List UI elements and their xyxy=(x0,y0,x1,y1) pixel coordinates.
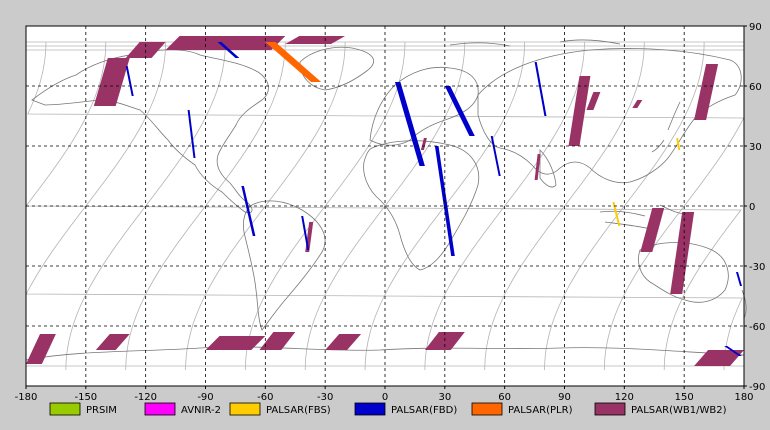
lat-tick-label: 60 xyxy=(749,82,762,93)
wb-swath xyxy=(632,100,643,108)
gridlines xyxy=(26,26,744,386)
fbd-strip xyxy=(534,62,547,116)
lon-tick-label: -90 xyxy=(197,392,213,403)
fbd-strip xyxy=(736,272,742,286)
wb-swath xyxy=(205,336,266,350)
fbs-strip xyxy=(612,202,621,226)
fbd-strip xyxy=(724,346,742,356)
lon-tick-label: -150 xyxy=(74,392,97,403)
latitude-ticks: 90 60 30 0 -30 -60 -90 xyxy=(744,22,765,393)
lat-tick-label: -60 xyxy=(749,322,765,333)
wb-swath xyxy=(568,76,591,146)
lon-tick-label: -180 xyxy=(15,392,38,403)
fbd-strip xyxy=(241,186,256,236)
wb-swath xyxy=(694,350,744,366)
wb-swath xyxy=(285,36,346,44)
longitude-ticks: -180 -150 -120 -90 -60 -30 0 30 60 90 120 150 180 xyxy=(15,386,754,403)
legend-item: AVNIR-2 xyxy=(144,402,221,416)
lon-tick-label: -120 xyxy=(134,392,157,403)
legend: PRSIM AVNIR-2 PALSAR(FBS) PALSAR(FBD) PALSAR… xyxy=(49,402,727,416)
wb-swath xyxy=(165,36,286,50)
legend-item: PALSAR(PLR) xyxy=(471,402,573,416)
fbd-strip xyxy=(125,66,134,96)
lon-tick-label: -30 xyxy=(317,392,333,403)
wb-swath xyxy=(640,208,665,252)
legend-item: PALSAR(FBS) xyxy=(229,402,331,416)
fbd-strip xyxy=(490,136,501,176)
legend-label: PALSAR(PLR) xyxy=(508,405,573,416)
legend-item: PRSIM xyxy=(49,402,117,416)
fbd-strip xyxy=(301,216,310,250)
legend-item: PALSAR(FBD) xyxy=(354,402,457,416)
legend-label: PRSIM xyxy=(86,405,117,416)
fbd-strip xyxy=(444,86,475,136)
lat-tick-label: 30 xyxy=(749,142,762,153)
legend-swatch xyxy=(594,402,626,416)
legend-swatch xyxy=(354,402,386,416)
lon-tick-label: 90 xyxy=(558,392,571,403)
lat-tick-label: -30 xyxy=(749,262,765,273)
wb-swath xyxy=(586,92,601,110)
wb-swath xyxy=(694,64,719,120)
wb-swath xyxy=(259,332,296,350)
legend-swatch xyxy=(144,402,176,416)
fbd-strip xyxy=(217,42,240,58)
fbs-strip xyxy=(676,138,681,150)
legend-label: AVNIR-2 xyxy=(181,405,221,416)
lon-tick-label: 120 xyxy=(615,392,634,403)
legend-label: PALSAR(WB1/WB2) xyxy=(631,405,727,416)
legend-label: PALSAR(FBS) xyxy=(266,405,331,416)
lat-tick-label: 90 xyxy=(749,22,762,33)
legend-label: PALSAR(FBD) xyxy=(391,405,457,416)
wb-swath xyxy=(534,154,541,180)
legend-swatch xyxy=(229,402,261,416)
legend-swatch xyxy=(471,402,503,416)
wb-swath xyxy=(670,212,695,294)
lon-tick-label: 150 xyxy=(675,392,694,403)
fbd-strip xyxy=(187,110,196,158)
plr-strip xyxy=(265,42,322,82)
wb-swath xyxy=(420,138,427,150)
lon-tick-label: 0 xyxy=(382,392,388,403)
coastlines xyxy=(25,39,747,361)
wb-swath xyxy=(93,58,130,106)
lon-tick-label: 30 xyxy=(438,392,451,403)
lat-tick-label: 0 xyxy=(749,202,755,213)
legend-swatch xyxy=(49,402,81,416)
wb-swath xyxy=(325,334,362,350)
lon-tick-label: 60 xyxy=(498,392,511,403)
legend-item: PALSAR(WB1/WB2) xyxy=(594,402,727,416)
lon-tick-label: -60 xyxy=(257,392,273,403)
wb-swath xyxy=(95,334,130,350)
lon-tick-label: 180 xyxy=(734,392,753,403)
fbd-strip xyxy=(395,82,425,166)
lat-tick-label: -90 xyxy=(749,382,765,393)
wb-swath xyxy=(26,334,56,364)
